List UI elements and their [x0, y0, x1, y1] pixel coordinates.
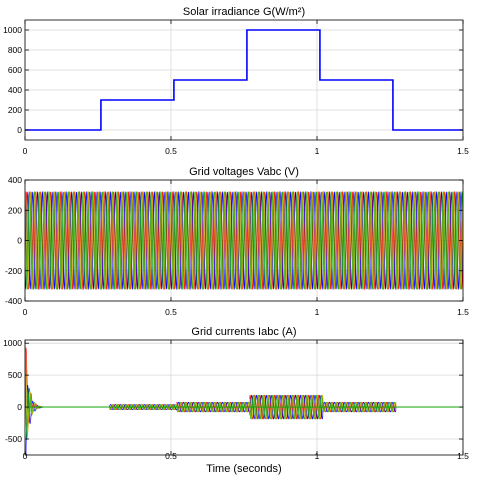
y-tick-label: -200	[5, 266, 22, 276]
x-tick-label: 0	[23, 307, 28, 317]
x-tick-label: 0.5	[165, 451, 177, 461]
y-tick-label: -500	[5, 434, 22, 444]
x-tick-label: 1.5	[457, 451, 469, 461]
plot-area	[25, 340, 463, 455]
chart-title: Grid currents Iabc (A)	[191, 326, 296, 338]
y-tick-label: 1000	[3, 338, 22, 348]
x-tick-label: 0	[23, 451, 28, 461]
y-tick-label: 0	[17, 402, 22, 412]
x-tick-label: 1	[315, 451, 320, 461]
x-tick-label: 1.5	[457, 307, 469, 317]
y-tick-label: 200	[8, 105, 22, 115]
series-line-1	[25, 29, 463, 131]
x-tick-label: 1.5	[457, 146, 469, 156]
x-tick-label: 0.5	[165, 146, 177, 156]
chart-panel-2: 0 0.5 1 1.5 -400 -200 0 200 400 Grid voltages Vab…	[5, 166, 469, 317]
series-line-phase-2	[25, 190, 463, 291]
series-line-phase-4	[25, 190, 463, 291]
data-layer	[25, 190, 463, 291]
y-tick-label: 500	[8, 370, 22, 380]
x-tick-label: 0	[23, 146, 28, 156]
y-tick-label: 600	[8, 65, 22, 75]
y-tick-label: 400	[8, 85, 22, 95]
y-tick-label: 200	[8, 205, 22, 215]
data-layer	[25, 29, 463, 131]
y-tick-label: 0	[17, 236, 22, 246]
chart-title: Grid voltages Vabc (V)	[189, 166, 299, 178]
chart-panel-1: 0 0.5 1 1.5 0 200 400 600 800 1000 Solar irradianc…	[3, 6, 469, 156]
axes-frame	[24, 19, 464, 141]
x-tick-label: 1	[315, 146, 320, 156]
chart-title: Solar irradiance G(W/m²)	[183, 6, 305, 18]
y-tick-label: -400	[5, 296, 22, 306]
x-tick-label: 0.5	[165, 307, 177, 317]
series-line-phase-1	[25, 190, 463, 291]
axes-frame	[24, 339, 464, 456]
x-tick-label: 1	[315, 307, 320, 317]
y-tick-label: 1000	[3, 25, 22, 35]
data-layer	[25, 345, 463, 455]
x-axis-label: Time (seconds)	[206, 463, 281, 475]
y-tick-label: 400	[8, 175, 22, 185]
y-tick-label: 0	[17, 125, 22, 135]
y-tick-label: 800	[8, 45, 22, 55]
